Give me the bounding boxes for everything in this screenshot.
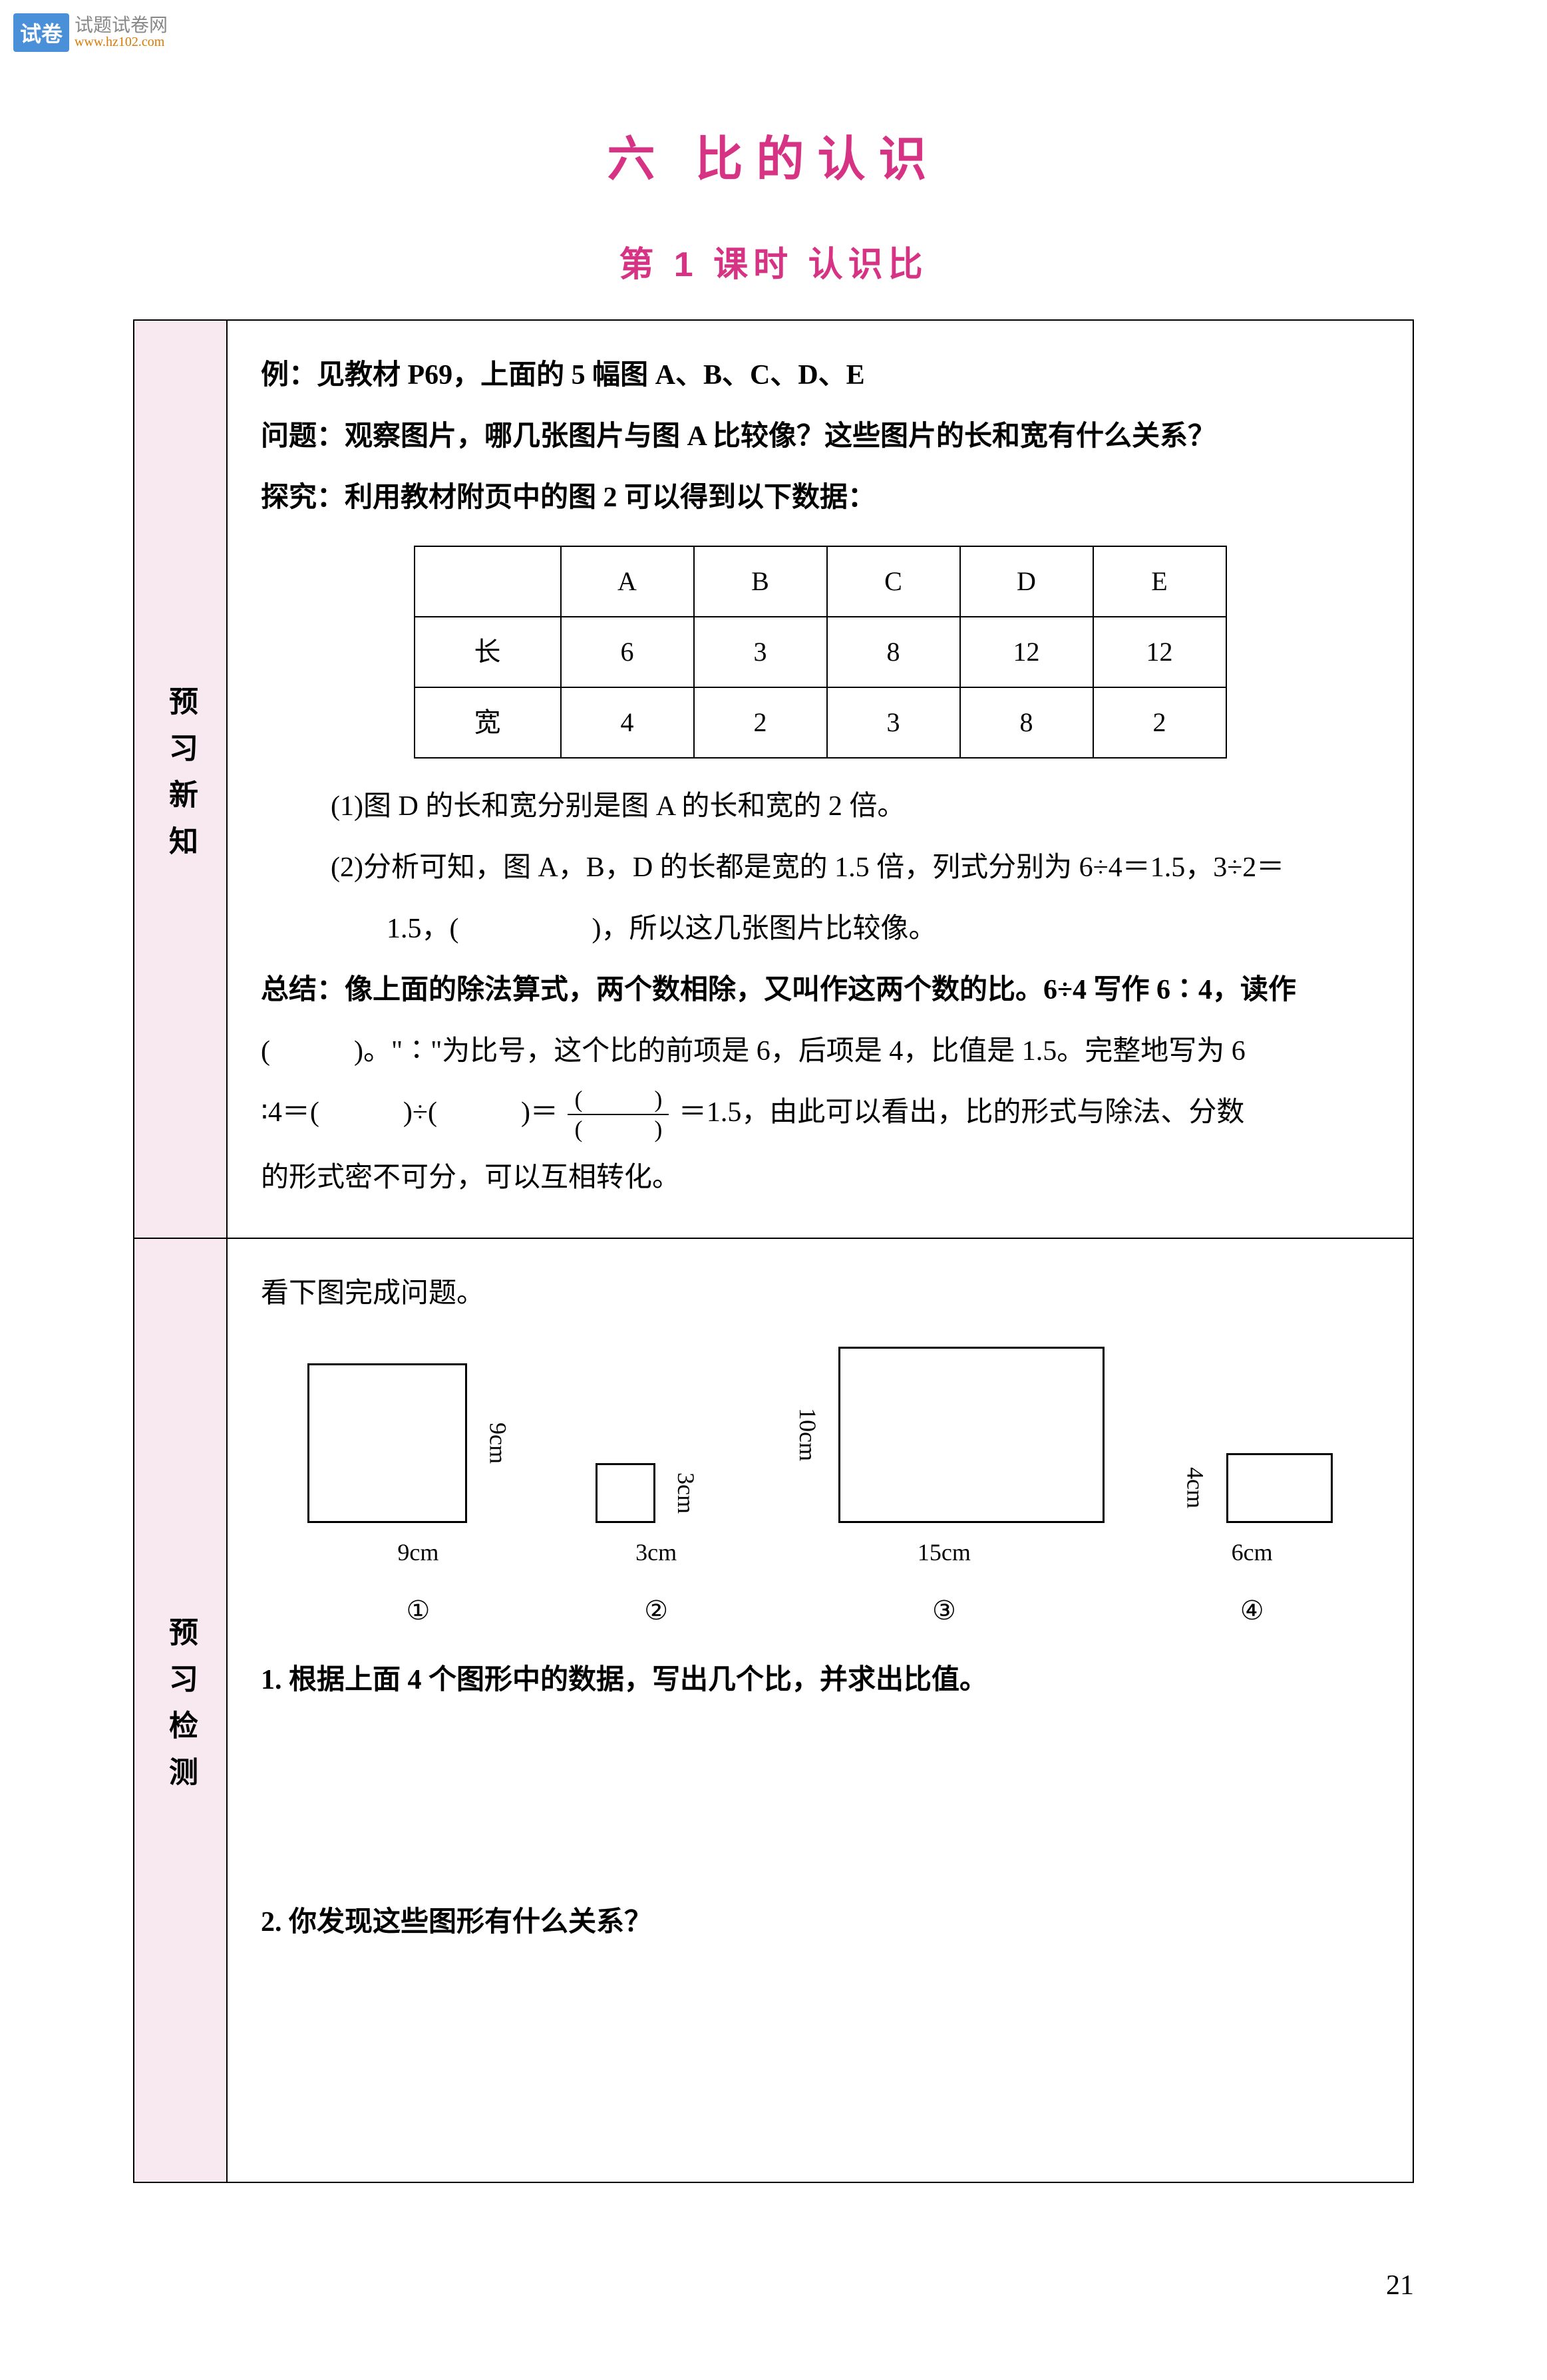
question-2-text: 2. 你发现这些图形有什么关系？: [261, 1907, 652, 1938]
table-cell: 8: [960, 687, 1093, 758]
section-label-col: 预习检测: [134, 1239, 228, 2182]
table-header-row: A B C D E: [415, 546, 1226, 617]
height-label: 4cm: [1172, 1467, 1220, 1508]
rect-shape: [307, 1363, 467, 1523]
page-number: 21: [0, 2250, 1547, 2328]
fraction-numerator[interactable]: ( ): [568, 1085, 669, 1115]
table-cell: 2: [694, 687, 827, 758]
item-1: (1)图 D 的长和宽分别是图 A 的长和宽的 2 倍。: [261, 778, 1379, 834]
watermark-text: 试题试卷网 www.hz102.com: [75, 17, 168, 49]
rect-shape: [1226, 1453, 1333, 1523]
shape-number: ③: [932, 1584, 956, 1637]
summary-line-1: 总结：像上面的除法算式，两个数相除，又叫作这两个数的比。6÷4 写作 6∶4，读…: [261, 962, 1379, 1018]
answer-space-2[interactable]: [261, 1955, 1379, 2155]
shape-with-label: 4cm: [1172, 1453, 1333, 1523]
rect-shape: [596, 1463, 655, 1523]
question-2: 2. 你发现这些图形有什么关系？: [261, 1894, 1379, 1950]
table-cell: 2: [1093, 687, 1226, 758]
watermark-url: www.hz102.com: [75, 35, 168, 49]
lesson-title: 第 1 课时 认识比: [133, 236, 1414, 286]
height-label: 9cm: [474, 1423, 522, 1464]
table-cell: 3: [827, 687, 960, 758]
table-header-cell: B: [694, 546, 827, 617]
width-label: 6cm: [1232, 1528, 1273, 1576]
question-line: 问题：观察图片，哪几张图片与图 A 比较像？这些图片的长和宽有什么关系？: [261, 409, 1379, 464]
item-2b-after: )，所以这几张图片比较像。: [592, 914, 937, 944]
explore-text: 探究：利用教材附页中的图 2 可以得到以下数据：: [261, 482, 876, 513]
fraction-denominator[interactable]: ( ): [568, 1115, 669, 1144]
shape-number: ①: [406, 1584, 430, 1637]
section-content: 看下图完成问题。 9cm 9cm ①: [228, 1239, 1413, 2182]
table-cell: 3: [694, 617, 827, 687]
height-label: 10cm: [784, 1408, 832, 1461]
answer-space-1[interactable]: [261, 1713, 1379, 1886]
summary-line-4: 的形式密不可分，可以互相转化。: [261, 1150, 1379, 1206]
question-1-text: 1. 根据上面 4 个图形中的数据，写出几个比，并求出比值。: [261, 1665, 987, 1695]
section-preview-new: 预习新知 例：见教材 P69，上面的 5 幅图 A、B、C、D、E 问题：观察图…: [134, 321, 1413, 1239]
section-label-text: 预习新知: [159, 686, 202, 872]
shapes-row: 9cm 9cm ① 3cm 3cm ②: [261, 1327, 1379, 1644]
chapter-title: 六 比的认识: [133, 120, 1414, 190]
table-header-cell: C: [827, 546, 960, 617]
table-row: 宽 4 2 3 8 2: [415, 687, 1226, 758]
section-label-col: 预习新知: [134, 321, 228, 1238]
table-cell: 长: [415, 617, 561, 687]
table-header-cell: A: [561, 546, 694, 617]
shape-with-label: 3cm: [596, 1463, 717, 1523]
table-cell: 12: [1093, 617, 1226, 687]
shape-number: ②: [644, 1584, 668, 1637]
page-body: 六 比的认识 第 1 课时 认识比 预习新知 例：见教材 P69，上面的 5 幅…: [0, 0, 1547, 2250]
example-line: 例：见教材 P69，上面的 5 幅图 A、B、C、D、E: [261, 347, 1379, 403]
table-header-cell: [415, 546, 561, 617]
fraction: ( ) ( ): [568, 1085, 669, 1144]
watermark-site-name: 试题试卷网: [75, 17, 168, 35]
section-label-text: 预习检测: [159, 1617, 202, 1803]
width-label: 15cm: [918, 1528, 971, 1576]
watermark: 试卷 试题试卷网 www.hz102.com: [13, 13, 168, 52]
intro-line: 看下图完成问题。: [261, 1266, 1379, 1321]
width-label: 3cm: [635, 1528, 677, 1576]
summary-pre: 总结：像上面的除法算式，两个数相除，又叫作这两个数的比。6÷4 写作 6∶4，读…: [261, 975, 1296, 1005]
summary-mid2b: ＝1.5，由此可以看出，比的形式与除法、分数: [679, 1097, 1245, 1128]
shape-with-label: 9cm: [307, 1363, 528, 1523]
section-content: 例：见教材 P69，上面的 5 幅图 A、B、C、D、E 问题：观察图片，哪几张…: [228, 321, 1413, 1238]
shape-group: 3cm 3cm ②: [596, 1463, 717, 1637]
table-header-cell: E: [1093, 546, 1226, 617]
shape-group: 10cm 15cm ③: [784, 1347, 1105, 1637]
item-2a: (2)分析可知，图 A，B，D 的长都是宽的 1.5 倍，列式分别为 6÷4＝1…: [261, 840, 1379, 896]
shape-number: ④: [1240, 1584, 1264, 1637]
table-row: 长 6 3 8 12 12: [415, 617, 1226, 687]
table-cell: 12: [960, 617, 1093, 687]
item-2b: 1.5，( )，所以这几张图片比较像。: [261, 901, 1379, 957]
example-text: 例：见教材 P69，上面的 5 幅图 A、B、C、D、E: [261, 360, 865, 391]
shape-with-label: 10cm: [784, 1347, 1105, 1523]
question-1: 1. 根据上面 4 个图形中的数据，写出几个比，并求出比值。: [261, 1652, 1379, 1708]
shape-group: 4cm 6cm ④: [1172, 1453, 1333, 1637]
summary-mid2a: ∶4＝( )÷( )＝: [261, 1097, 558, 1128]
watermark-badge: 试卷: [13, 13, 69, 52]
table-cell: 宽: [415, 687, 561, 758]
content-frame: 预习新知 例：见教材 P69，上面的 5 幅图 A、B、C、D、E 问题：观察图…: [133, 319, 1414, 2183]
data-table: A B C D E 长 6 3 8 12 12: [414, 546, 1227, 759]
explore-line: 探究：利用教材附页中的图 2 可以得到以下数据：: [261, 470, 1379, 526]
question-text: 问题：观察图片，哪几张图片与图 A 比较像？这些图片的长和宽有什么关系？: [261, 421, 1216, 452]
summary-line-2: ( )。"∶"为比号，这个比的前项是 6，后项是 4，比值是 1.5。完整地写为…: [261, 1023, 1379, 1079]
section-preview-test: 预习检测 看下图完成问题。 9cm 9cm ①: [134, 1239, 1413, 2182]
shape-group: 9cm 9cm ①: [307, 1363, 528, 1637]
table-cell: 8: [827, 617, 960, 687]
width-label: 9cm: [397, 1528, 438, 1576]
table-cell: 4: [561, 687, 694, 758]
summary-line-3: ∶4＝( )÷( )＝ ( ) ( ) ＝1.5，由此可以看出，比的形式与除法、…: [261, 1085, 1379, 1144]
table-header-cell: D: [960, 546, 1093, 617]
table-cell: 6: [561, 617, 694, 687]
item-2b-mid: 1.5，(: [387, 914, 459, 944]
rect-shape: [838, 1347, 1105, 1523]
height-label: 3cm: [662, 1472, 710, 1514]
